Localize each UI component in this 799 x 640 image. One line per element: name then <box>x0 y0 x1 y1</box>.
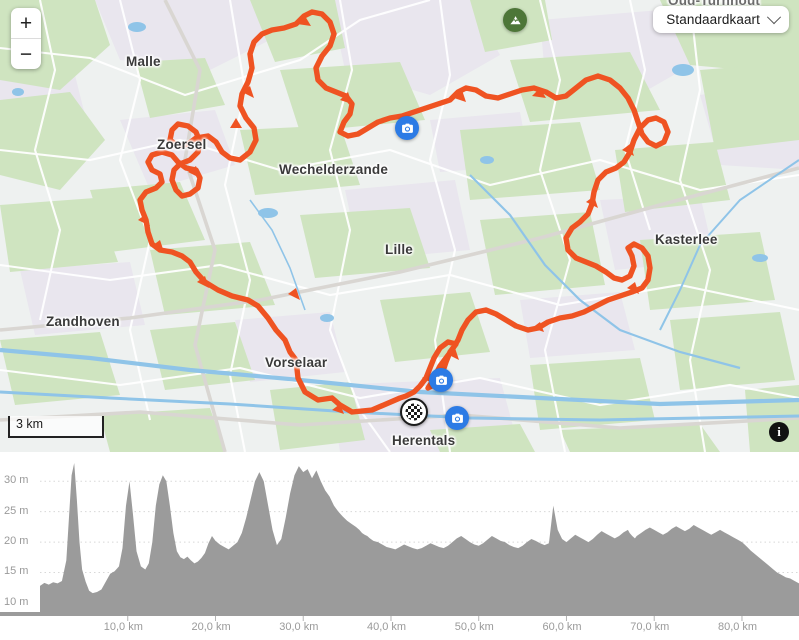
camera-icon <box>401 123 413 133</box>
photo-marker-3[interactable] <box>445 406 469 430</box>
camera-icon <box>451 413 463 423</box>
camera-icon <box>435 375 447 385</box>
zoom-out-button[interactable]: − <box>19 42 33 66</box>
x-tick-label: 70,0 km <box>630 621 670 633</box>
map-label-kasterlee: Kasterlee <box>655 232 718 247</box>
y-tick-label: 25 m <box>4 504 29 517</box>
elevation-chart[interactable] <box>0 452 799 640</box>
zoom-control[interactable]: + − <box>11 8 41 69</box>
axis-band <box>0 612 799 616</box>
route-direction-arrows <box>138 16 639 414</box>
map-label-herentals: Herentals <box>392 433 456 448</box>
map-label-vorselaar: Vorselaar <box>265 355 328 370</box>
finish-marker[interactable] <box>400 398 428 426</box>
x-tick-label: 50,0 km <box>454 621 494 633</box>
info-glyph: i <box>777 424 781 439</box>
scale-bar: 3 km <box>8 416 104 438</box>
elevation-area <box>40 463 799 612</box>
elevation-profile-panel[interactable]: 10 m 15 m 20 m 25 m 30 m 10,0 km 20,0 km 30,0 … <box>0 452 799 640</box>
map-label-zoersel: Zoersel <box>157 137 207 152</box>
photo-marker-1[interactable] <box>395 116 419 140</box>
map-label-zandhoven: Zandhoven <box>46 314 120 329</box>
mountain-icon <box>509 15 521 24</box>
x-tick-label: 30,0 km <box>279 621 319 633</box>
y-tick-label: 20 m <box>4 535 29 548</box>
map-panel[interactable]: Oud-Turnhout Malle Zoersel Wechelderzand… <box>0 0 799 452</box>
x-tick-label: 20,0 km <box>191 621 231 633</box>
info-icon[interactable]: i <box>769 422 789 442</box>
x-tick-label: 40,0 km <box>366 621 407 633</box>
peak-marker-1[interactable] <box>503 8 527 32</box>
photo-marker-2[interactable] <box>429 368 453 392</box>
x-tick-label: 60,0 km <box>542 621 582 633</box>
map-label-wechelderzande: Wechelderzande <box>279 162 389 177</box>
zoom-in-button[interactable]: + <box>11 8 41 39</box>
elevation-xticks <box>0 612 799 621</box>
scale-bar-label: 3 km <box>16 417 44 431</box>
y-tick-label: 30 m <box>4 474 29 487</box>
map-type-select[interactable]: Standaardkaart <box>653 6 789 33</box>
y-tick-label: 10 m <box>4 595 29 608</box>
y-tick-label: 15 m <box>4 565 29 578</box>
x-tick-label: 80,0 km <box>717 621 758 633</box>
x-tick-label: 10,0 km <box>103 621 143 633</box>
chevron-down-icon <box>766 9 782 24</box>
checkered-flag-icon <box>405 403 423 421</box>
map-label-malle: Malle <box>126 54 161 69</box>
map-label-clipped: Oud-Turnhout <box>668 0 761 8</box>
map-type-value: Standaardkaart <box>666 12 760 27</box>
map-canvas[interactable] <box>0 0 799 452</box>
map-label-lille: Lille <box>385 242 414 257</box>
